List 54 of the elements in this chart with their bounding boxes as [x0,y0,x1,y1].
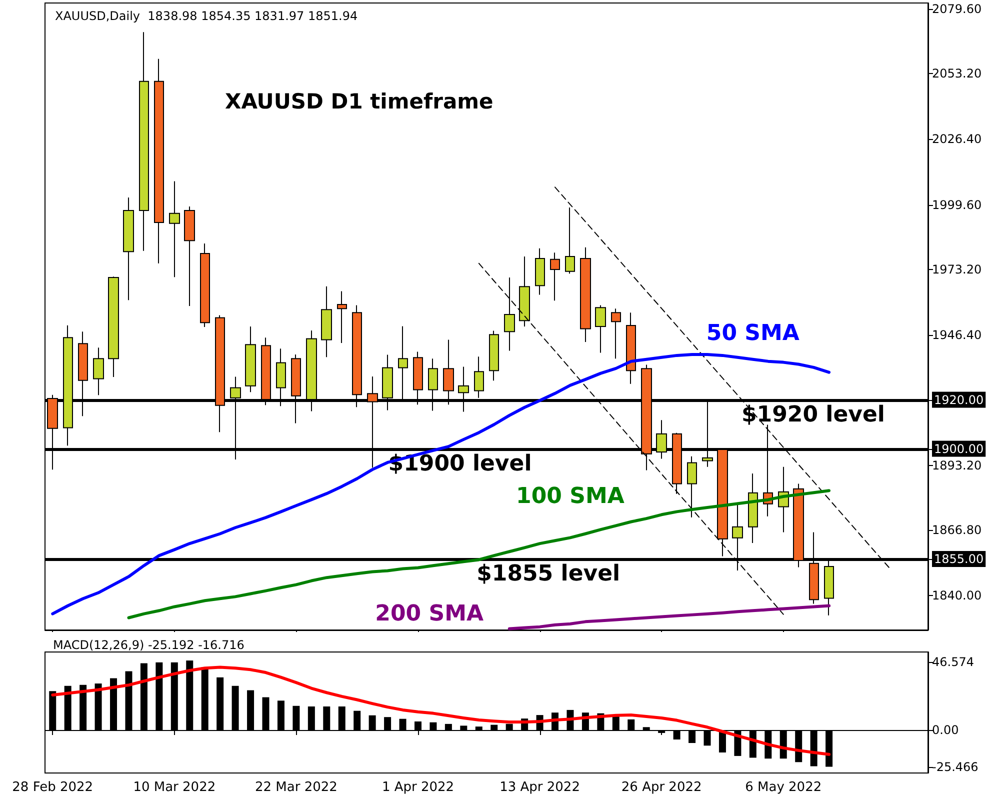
candlestick [580,246,591,342]
candlestick [108,276,119,378]
series-label: 100 SMA [516,484,624,510]
line-series [51,666,831,756]
candlestick [245,326,256,393]
annotation: XAUUSD,Daily 1838.98 1854.35 1831.97 1851.94 [55,9,358,23]
text: XAUUSD D1 timeframe [225,90,494,114]
candlestick [200,243,210,328]
y-tick-label: 1999.60 [932,198,982,212]
candlestick [337,290,347,344]
y-tick-label: 2079.60 [932,2,982,16]
candlestick [748,472,758,544]
candlestick [611,308,621,360]
ref-line-label: $1920 level [741,402,885,428]
candlestick [123,196,134,301]
y-tick-label: 1973.20 [932,262,982,276]
candlestick [321,286,332,358]
category-label: 1 Apr 2022 [382,780,454,795]
line-series [508,604,831,630]
y-tick-label: 1920.00 [934,392,984,407]
series-label: 200 SMA [375,601,484,626]
ref-line-label: $1855 level [476,561,620,586]
candlestick [169,180,180,278]
y-tick-label: 2026.40 [932,132,982,146]
y-tick-label: 1900.00 [934,442,984,456]
series-label: 50 SMA [706,320,800,346]
category-label: 6 May 2022 [745,780,822,795]
category-label: 26 Apr 2022 [621,780,702,795]
candlestick [504,277,515,352]
category-label: 10 Mar 2022 [133,780,216,795]
y-tick-label: -25.466 [932,760,978,774]
candlestick [139,32,149,252]
category-label: 22 Mar 2022 [254,780,338,795]
y-tick-label: 1866.80 [932,523,982,538]
candlestick [626,312,636,384]
candlestick [687,456,697,518]
y-tick-label: 46.574 [932,655,974,670]
category-label: 28 Feb 2022 [12,780,94,795]
chart-title: MACD(12,26,9) -25.192 -16.716 [53,638,244,652]
y-tick-label: 0.00 [932,723,959,738]
y-tick-label: 1946.40 [932,328,982,342]
candlestick [154,58,164,264]
candlestick [535,248,545,296]
candlestick [489,330,499,382]
candlestick [565,207,575,274]
candlestick [550,252,560,302]
y-tick-label: 1840.00 [932,588,982,603]
candlestick [595,304,606,354]
y-tick-label: 1855.00 [934,552,984,566]
y-tick-label: 2053.20 [932,66,982,81]
candlestick [184,206,195,306]
candlestick [93,347,104,396]
category-label: 13 Apr 2022 [500,780,580,795]
y-tick-label: 1893.20 [932,458,982,472]
